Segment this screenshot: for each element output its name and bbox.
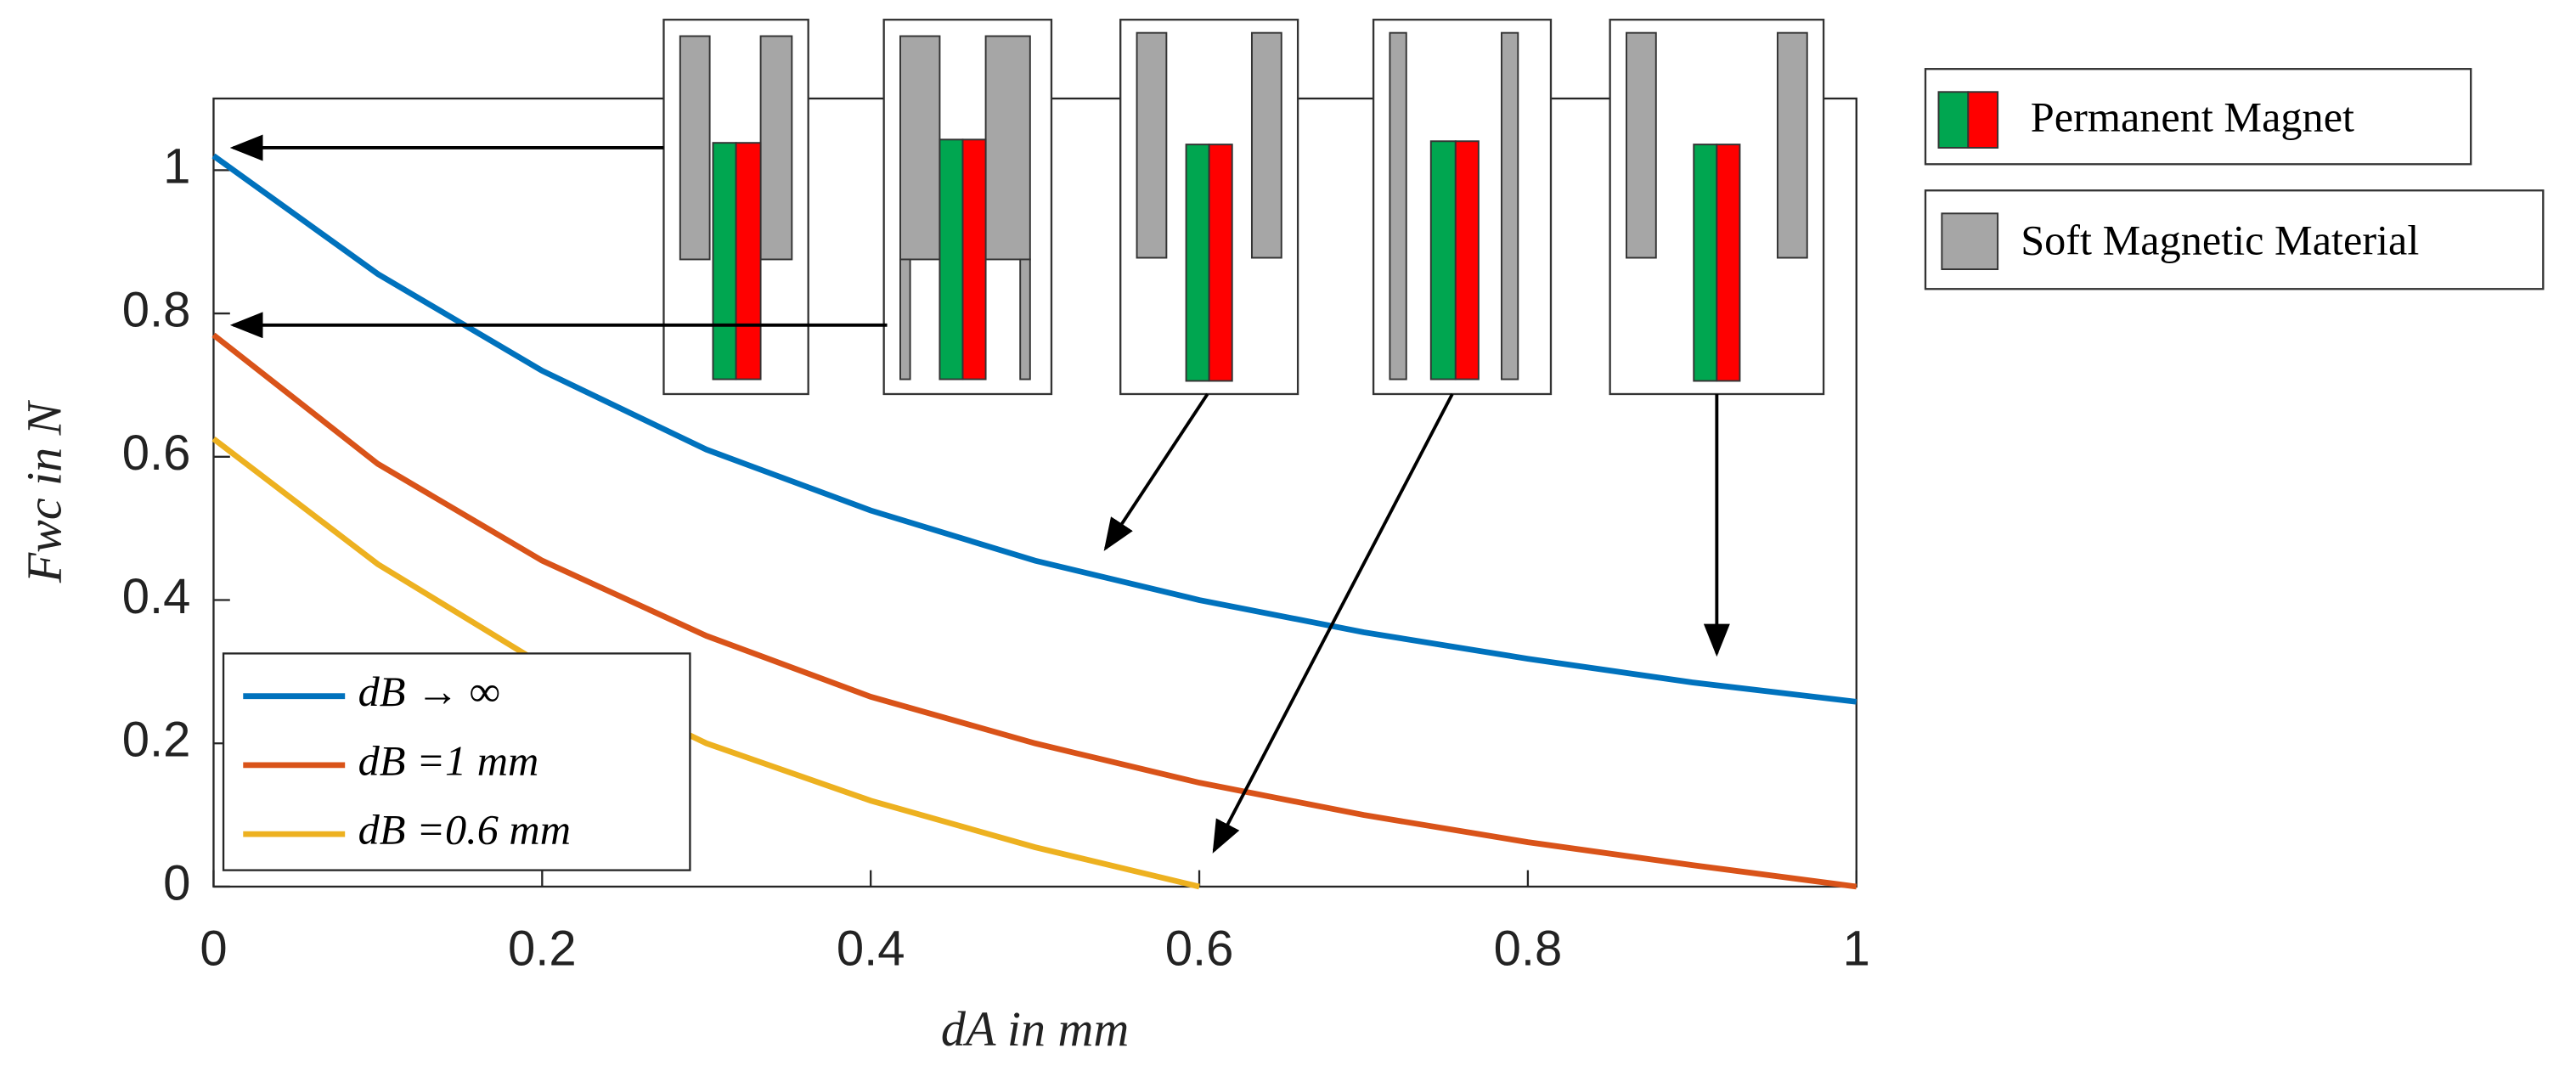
x-tick-label: 0: [200, 921, 227, 977]
y-tick-label: 0.6: [122, 425, 191, 481]
x-tick-label: 0.2: [508, 921, 577, 977]
material-key: Permanent Magnet Soft Magnetic Material: [1924, 68, 2545, 290]
insets: [229, 19, 1825, 854]
y-tick-label: 0: [163, 855, 190, 910]
y-tick-label: 0.4: [122, 569, 191, 624]
key-label: Permanent Magnet: [2031, 93, 2354, 141]
x-tick-label: 0.8: [1494, 921, 1563, 977]
y-axis-label: Fwc in N: [16, 399, 71, 583]
series-line: [211, 437, 1200, 890]
y-tick-label: 1: [163, 139, 190, 194]
x-tick-label: 0.4: [837, 921, 905, 977]
series-line: [211, 332, 1857, 890]
legend-label: dB → ∞: [358, 668, 500, 715]
x-axis-label: dA in mm: [941, 1001, 1129, 1057]
y-tick-label: 0.8: [122, 282, 191, 337]
legend-label: dB =0.6 mm: [358, 806, 571, 854]
series-line: [211, 153, 1857, 705]
x-tick-label: 1: [1843, 921, 1870, 977]
legend-label: dB =1 mm: [358, 736, 539, 784]
key-label: Soft Magnetic Material: [2021, 217, 2419, 264]
y-tick-label: 0.2: [122, 713, 191, 768]
x-tick-label: 0.6: [1165, 921, 1234, 977]
plot-area: [211, 153, 1857, 890]
legend: dB → ∞ dB =1 mm dB =0.6 mm: [222, 652, 691, 871]
